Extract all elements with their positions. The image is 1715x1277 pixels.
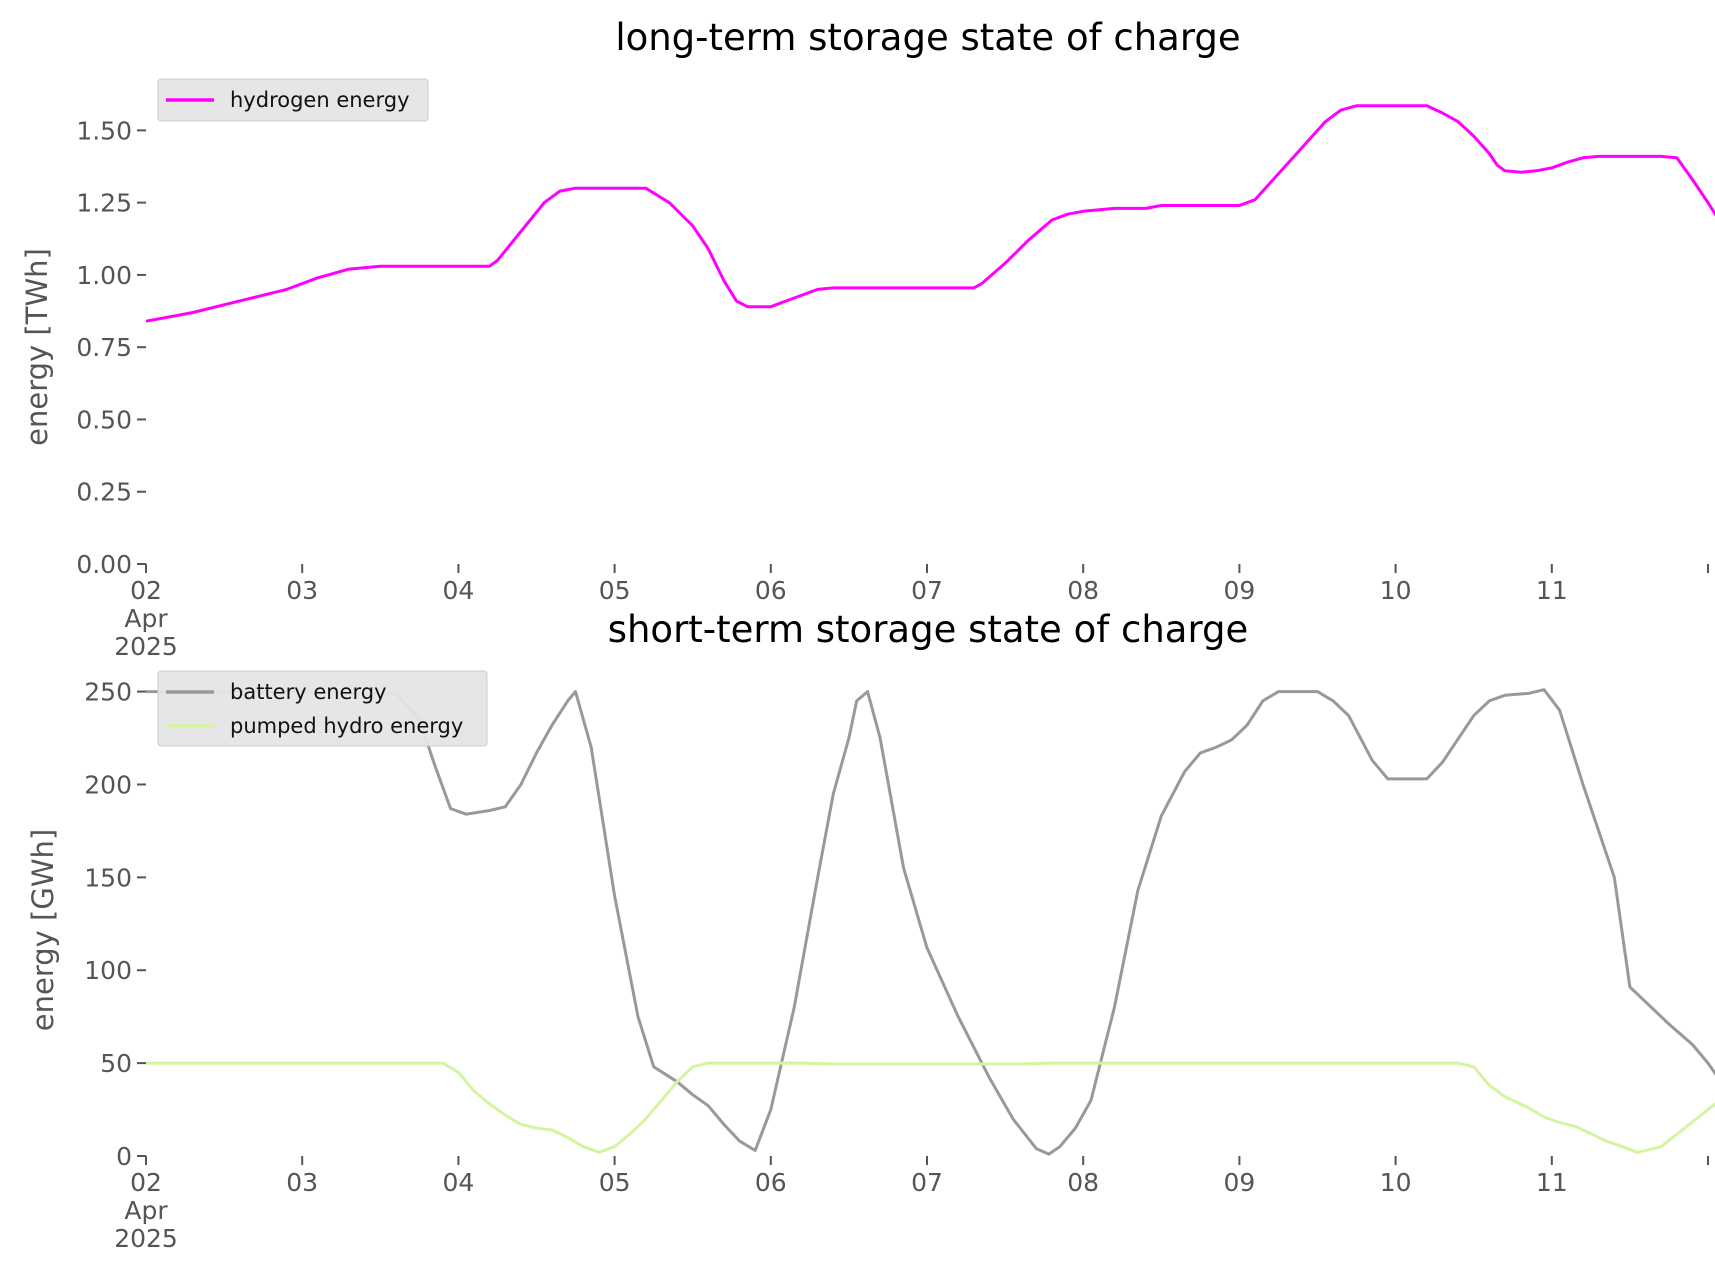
series-line-battery-energy	[146, 688, 1715, 1156]
x-tick-label: 05	[599, 576, 631, 605]
series-line-pumped-hydro-energy	[146, 1061, 1715, 1154]
y-tick-label: 0.75	[76, 333, 132, 362]
x-tick-label: 07	[911, 576, 943, 605]
y-tick-label: 1.00	[76, 261, 132, 290]
x-tick-month: Apr	[124, 604, 168, 633]
x-tick-year: 2025	[114, 1224, 178, 1253]
x-tick-label: 09	[1223, 1168, 1255, 1197]
y-tick-label: 0.00	[76, 550, 132, 579]
x-tick-label: 08	[1067, 1168, 1099, 1197]
x-tick-label: 04	[442, 1168, 474, 1197]
legend-box	[157, 78, 429, 122]
x-tick-label: 06	[755, 576, 787, 605]
y-tick-label: 200	[84, 770, 132, 799]
x-tick-label: 03	[286, 1168, 318, 1197]
y-tick-label: 0	[116, 1142, 132, 1171]
x-tick-label: 10	[1380, 1168, 1412, 1197]
chart-title-long-term: long-term storage state of charge	[615, 16, 1240, 59]
x-tick-label: 04	[442, 576, 474, 605]
y-tick-label: 50	[100, 1049, 132, 1078]
x-tick-label: 08	[1067, 576, 1099, 605]
legend-label: battery energy	[230, 680, 387, 704]
x-tick-label: 03	[286, 576, 318, 605]
y-tick-label: 250	[84, 678, 132, 707]
y-tick-label: 1.25	[76, 189, 132, 218]
x-tick-month: Apr	[124, 1196, 168, 1225]
x-tick-label: 11	[1536, 1168, 1568, 1197]
legend-label: pumped hydro energy	[230, 714, 463, 738]
x-tick-year: 2025	[114, 632, 178, 661]
legend-label: hydrogen energy	[230, 88, 410, 112]
legend: hydrogen energy	[157, 78, 429, 122]
x-tick-label: 05	[599, 1168, 631, 1197]
x-tick-label: 02	[130, 576, 162, 605]
x-tick-label: 10	[1380, 576, 1412, 605]
y-tick-label: 100	[84, 956, 132, 985]
x-tick-label: 07	[911, 1168, 943, 1197]
chart-title-short-term: short-term storage state of charge	[608, 608, 1249, 651]
y-tick-label: 150	[84, 863, 132, 892]
y-axis-label-long-term: energy [TWh]	[20, 248, 54, 446]
legend: battery energy pumped hydro energy	[157, 670, 488, 747]
x-tick-label: 02	[130, 1168, 162, 1197]
x-tick-label: 11	[1536, 576, 1568, 605]
y-tick-label: 1.50	[76, 116, 132, 145]
x-tick-label: 09	[1223, 576, 1255, 605]
y-tick-label: 0.25	[76, 478, 132, 507]
legend-box	[157, 670, 488, 747]
x-tick-label: 06	[755, 1168, 787, 1197]
series-line-hydrogen-energy	[145, 104, 1715, 323]
y-tick-label: 0.50	[76, 405, 132, 434]
y-axis-label-short-term: energy [GWh]	[26, 829, 60, 1031]
